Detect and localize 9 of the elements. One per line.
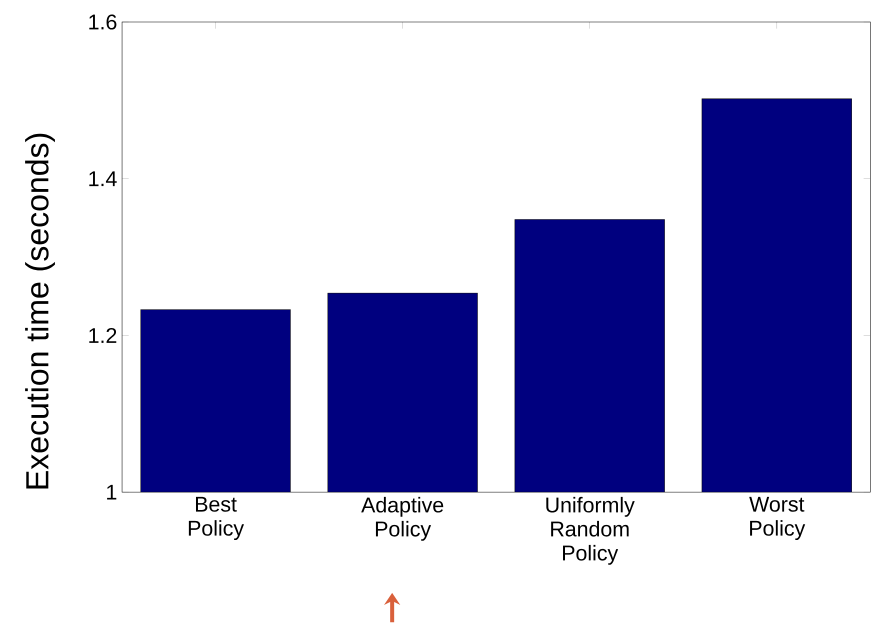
y-axis-title: Execution time (seconds) [25, 134, 55, 488]
y-tick-label: 1 [107, 484, 116, 500]
x-tick-label: Adaptive Policy [361, 496, 444, 541]
y-tick-label: 1.6 [89, 14, 116, 30]
x-tick-label: Worst Policy [749, 496, 806, 540]
x-tick-label: Uniformly Random Policy [546, 496, 635, 565]
y-tick-label: 1.2 [89, 328, 116, 343]
x-tick-label: Best Policy [188, 496, 244, 540]
y-tick-label: 1.4 [89, 171, 117, 186]
